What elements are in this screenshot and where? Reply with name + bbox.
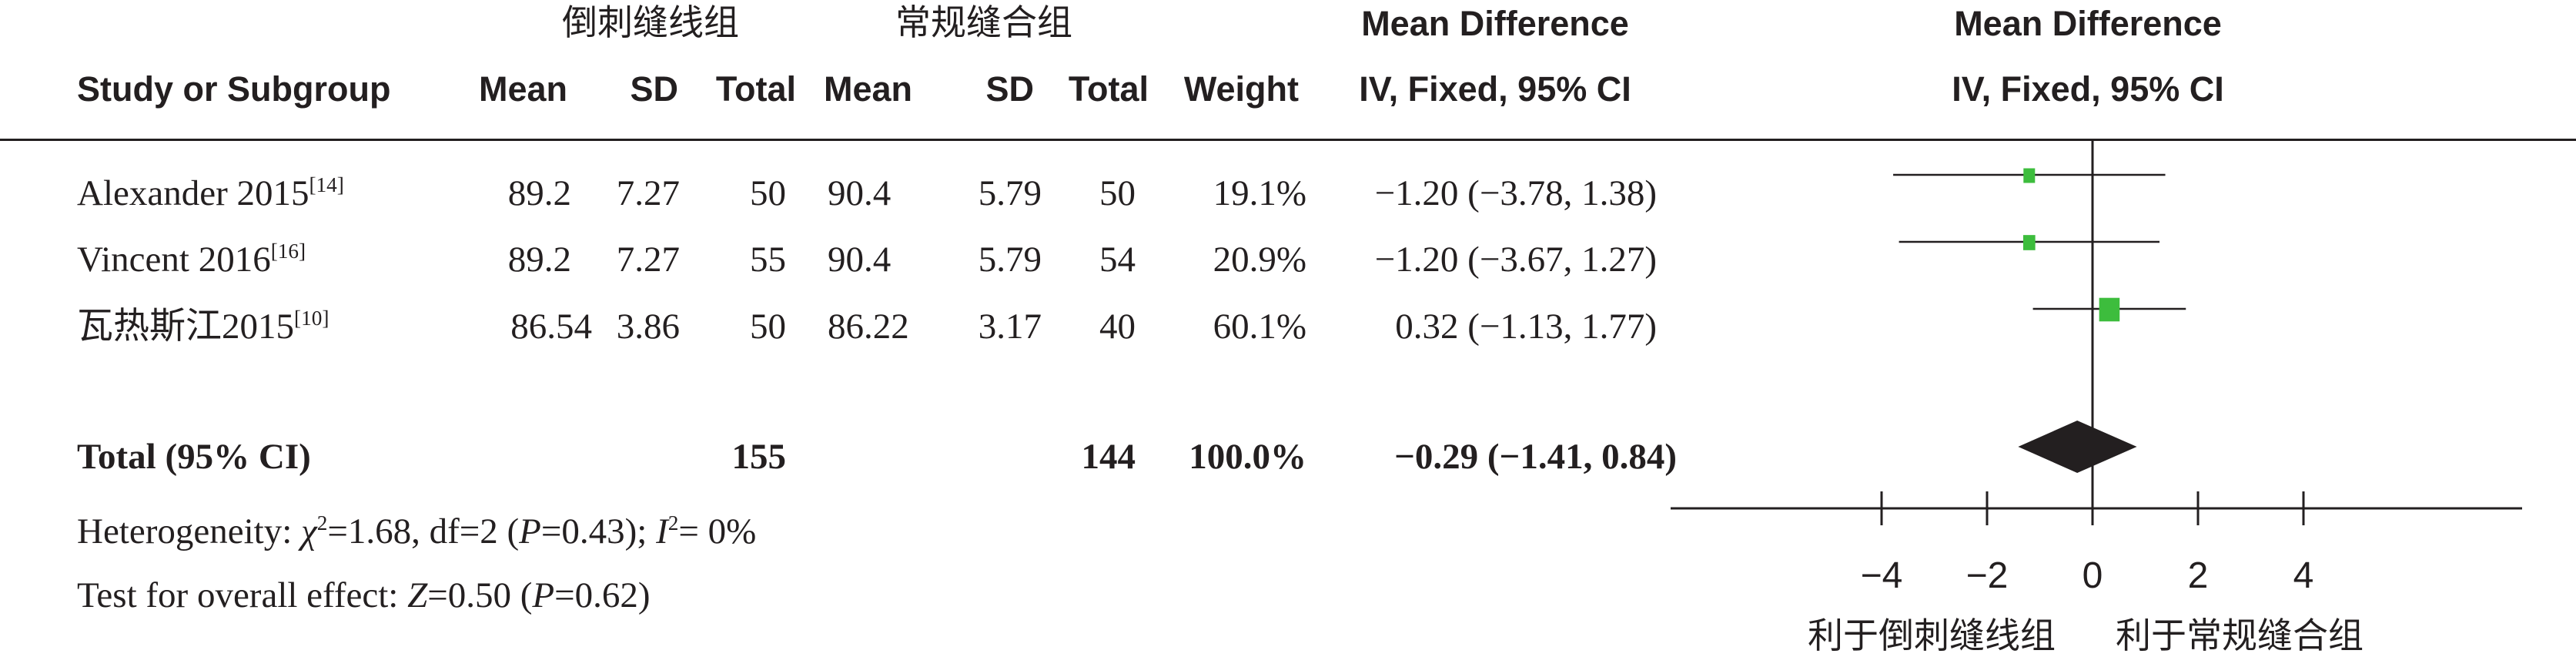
- total-label: Total (95% CI): [77, 437, 311, 477]
- x-tick-label: 2: [2187, 555, 2209, 596]
- test-p-symbol: P: [532, 575, 555, 615]
- study-mean1: 89.2: [507, 173, 571, 213]
- test-z-symbol: Z: [407, 575, 428, 615]
- het-p-symbol: P: [519, 511, 541, 551]
- md-column-title: Mean Difference: [1361, 4, 1629, 43]
- group2-header: 常规缝合组: [895, 2, 1072, 43]
- het-chi-symbol: χ: [301, 511, 317, 551]
- plot-method-header: IV, Fixed, 95% CI: [1952, 69, 2224, 109]
- study-square: [2099, 297, 2120, 322]
- study-mean1: 86.54: [510, 307, 592, 347]
- study-total1: 55: [750, 240, 786, 280]
- col-weight-header: Weight: [1183, 69, 1299, 109]
- study-ci-text: −1.20 (−3.67, 1.27): [1374, 240, 1657, 280]
- x-tick-label: 4: [2293, 555, 2314, 596]
- study-square: [2022, 235, 2036, 250]
- study-square: [2023, 168, 2036, 183]
- heterogeneity-text: Heterogeneity: χ2=1.68, df=2 (P=0.43); I…: [77, 511, 757, 551]
- study-mean2: 86.22: [828, 307, 909, 347]
- het-chi-value: =1.68, df=2 (: [327, 511, 520, 551]
- study-sd2: 5.79: [978, 240, 1042, 280]
- study-total1: 50: [750, 173, 786, 213]
- x-tick-label: −2: [1965, 555, 2009, 596]
- study-mean2: 90.4: [828, 240, 892, 280]
- het-i-exponent: 2: [667, 511, 679, 535]
- study-total2: 50: [1099, 173, 1136, 213]
- favours-right-caption: 利于常规缝合组: [2116, 615, 2364, 656]
- study-sd1: 7.27: [616, 240, 680, 280]
- total-ci-text: −0.29 (−1.41, 0.84): [1394, 437, 1677, 477]
- study-name: 瓦热斯江2015[10]: [77, 307, 330, 347]
- col-total1-header: Total: [715, 69, 796, 109]
- total-n2: 144: [1081, 437, 1136, 477]
- favours-left-caption: 利于倒刺缝线组: [1808, 615, 2056, 656]
- het-p-value: =0.43);: [540, 511, 657, 551]
- study-total1: 50: [750, 307, 786, 347]
- x-axis: [1671, 141, 2522, 525]
- test-p-value: =0.62): [554, 575, 651, 615]
- study-sd1: 3.86: [616, 307, 680, 347]
- study-name-text: Vincent 2016: [77, 240, 271, 280]
- col-mean1-header: Mean: [478, 69, 567, 109]
- col-total2-header: Total: [1068, 69, 1149, 109]
- het-prefix: Heterogeneity:: [77, 511, 302, 551]
- study-total2: 54: [1099, 240, 1136, 280]
- study-ci-text: −1.20 (−3.78, 1.38): [1374, 173, 1657, 213]
- test-z-value: =0.50 (: [427, 575, 533, 615]
- study-total2: 40: [1099, 307, 1136, 347]
- x-tick-label: −4: [1860, 555, 1903, 596]
- x-tick-label: 0: [2082, 555, 2103, 596]
- study-weight: 20.9%: [1213, 240, 1306, 280]
- total-weight: 100.0%: [1189, 437, 1306, 477]
- study-ci-text: 0.32 (−1.13, 1.77): [1395, 307, 1657, 347]
- study-weight: 19.1%: [1213, 173, 1306, 213]
- study-reference: [16]: [270, 240, 306, 263]
- plot-title: Mean Difference: [1954, 4, 2222, 43]
- plot-marks: [1893, 168, 2186, 473]
- study-reference: [10]: [294, 307, 330, 330]
- study-name: Vincent 2016[16]: [77, 240, 306, 280]
- group1-header: 倒刺缝线组: [562, 2, 739, 43]
- het-chi-exponent: 2: [316, 511, 328, 535]
- study-name-text: Alexander 2015: [77, 173, 309, 213]
- study-sd2: 5.79: [978, 173, 1042, 213]
- header-divider: [0, 139, 2576, 141]
- het-i-symbol: I: [656, 511, 668, 551]
- pooled-diamond: [2018, 421, 2137, 473]
- col-study-header: Study or Subgroup: [77, 69, 391, 109]
- study-name-text: 瓦热斯江2015: [77, 307, 294, 347]
- study-weight: 60.1%: [1213, 307, 1306, 347]
- col-sd2-header: SD: [985, 69, 1034, 109]
- study-reference: [14]: [309, 173, 344, 197]
- md-method-header: IV, Fixed, 95% CI: [1359, 69, 1631, 109]
- study-mean1: 89.2: [507, 240, 571, 280]
- study-sd1: 7.27: [616, 173, 680, 213]
- study-sd2: 3.17: [978, 307, 1042, 347]
- total-n1: 155: [731, 437, 787, 477]
- het-i-value: = 0%: [678, 511, 757, 551]
- test-prefix: Test for overall effect:: [77, 575, 408, 615]
- study-name: Alexander 2015[14]: [77, 173, 344, 213]
- col-mean2-header: Mean: [823, 69, 912, 109]
- col-sd1-header: SD: [630, 69, 678, 109]
- overall-effect-text: Test for overall effect: Z=0.50 (P=0.62): [77, 578, 651, 614]
- study-mean2: 90.4: [828, 173, 892, 213]
